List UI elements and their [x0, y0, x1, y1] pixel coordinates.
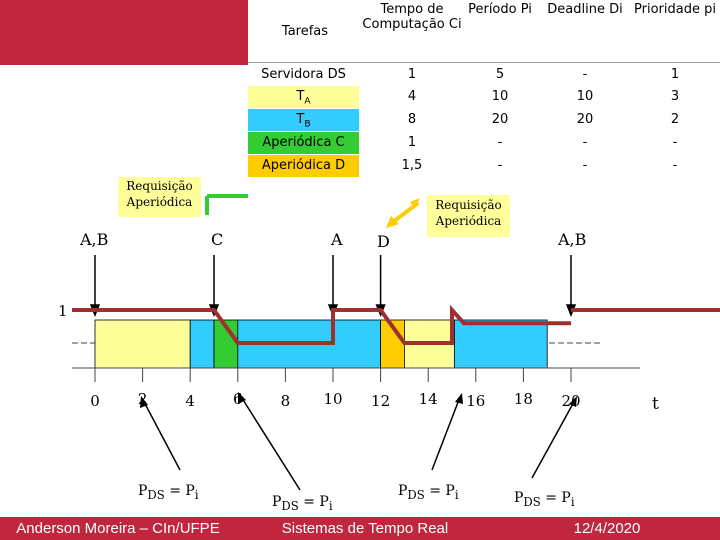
table-cell: 1 — [407, 135, 417, 150]
arrival-ab-right: A,B — [558, 230, 587, 249]
y-axis-label: 1 — [58, 302, 68, 320]
table-row — [248, 64, 359, 86]
arrival-ab-left: A,B — [80, 230, 109, 249]
table-row — [248, 132, 359, 154]
x-tick-label: 20 — [561, 392, 581, 410]
table-cell: 20 — [576, 112, 594, 127]
server-capacity-line — [95, 304, 571, 345]
x-tick-label: 14 — [418, 390, 438, 408]
pds-label-3: PDS = Pi — [398, 483, 459, 502]
header-accent-block — [0, 0, 248, 65]
table-cell: 5 — [495, 67, 505, 82]
header-periodo: Período Pi — [468, 2, 532, 17]
table-cell: 1,5 — [401, 158, 423, 173]
block-tb — [189, 319, 215, 369]
table-cell: 2 — [670, 112, 680, 127]
callout-right-text: Requisição Aperiódica — [435, 198, 502, 228]
table-cell: - — [497, 158, 503, 173]
table-cell: - — [582, 158, 588, 173]
timeline-diagram — [72, 194, 720, 491]
pds-arrow-4 — [531, 399, 576, 479]
x-axis-label: t — [652, 394, 659, 414]
pds-label-1: PDS = Pi — [138, 483, 199, 502]
table-cell: - — [582, 135, 588, 150]
table-cell-task: Aperiódica C — [262, 135, 345, 150]
x-tick-label: 0 — [90, 392, 100, 410]
callout-left-text: Requisição Aperiódica — [126, 179, 193, 209]
footer-date: 12/4/2020 — [494, 517, 720, 540]
x-tick-label: 2 — [137, 390, 148, 408]
header-deadline: Deadline Di — [547, 2, 623, 17]
arrival-d: D — [377, 232, 390, 251]
table-cell: - — [497, 135, 503, 150]
footer-course: Sistemas de Tempo Real — [236, 517, 494, 540]
x-tick-label: 12 — [371, 392, 391, 410]
x-tick-label: 18 — [513, 390, 533, 408]
table-cell: 20 — [491, 112, 509, 127]
table-cell: 8 — [407, 112, 417, 127]
table-row — [248, 86, 359, 108]
table-cell-task: TB — [296, 112, 311, 130]
x-tick-label: 16 — [466, 392, 486, 410]
table-cell-task: Servidora DS — [261, 67, 346, 82]
pds-label-4: PDS = Pi — [514, 490, 575, 509]
header-prioridade: Prioridade pi — [634, 2, 716, 17]
x-tick-label: 6 — [233, 390, 243, 408]
table-cell: 1 — [407, 67, 417, 82]
pds-arrow-1 — [142, 399, 181, 471]
table-cell: 1 — [670, 67, 680, 82]
table-cell: 10 — [491, 89, 509, 104]
table-cell: - — [582, 67, 588, 82]
table-row — [248, 109, 359, 131]
arrival-a: A — [331, 230, 343, 249]
table-cell-task: TA — [296, 89, 311, 107]
table-row — [248, 155, 359, 177]
header-tempo: Tempo de Computação Ci — [362, 2, 462, 32]
footer-author: Anderson Moreira – CIn/UFPE — [0, 517, 236, 540]
table-cell: 10 — [576, 89, 594, 104]
table-divider — [248, 62, 720, 63]
pds-arrow-2 — [239, 394, 301, 491]
block-ta — [94, 319, 191, 369]
callout-right — [427, 195, 510, 237]
x-tick-label: 4 — [185, 392, 195, 410]
x-tick-label: 8 — [280, 392, 291, 410]
table-cell: 4 — [407, 89, 417, 104]
block-tb — [453, 319, 548, 369]
arrival-c: C — [211, 230, 224, 249]
table-cell: - — [672, 158, 678, 173]
header-tarefas: Tarefas — [281, 24, 329, 39]
x-tick-label: 10 — [323, 390, 343, 408]
callout-left — [118, 177, 201, 217]
table-cell: 3 — [670, 89, 680, 104]
table-cell: - — [672, 135, 678, 150]
pds-label-2: PDS = Pi — [272, 494, 333, 513]
table-cell-task: Aperiódica D — [261, 158, 346, 173]
pds-arrow-3 — [431, 396, 461, 471]
